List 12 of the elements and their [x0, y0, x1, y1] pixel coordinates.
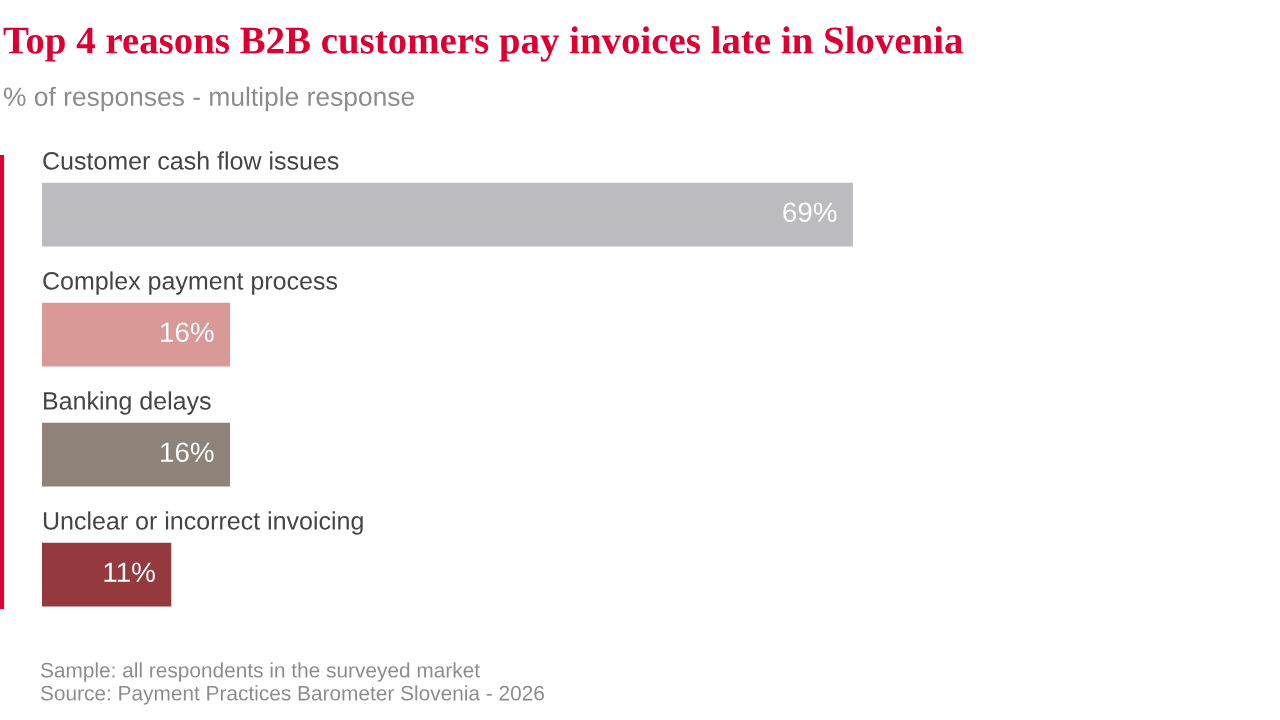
chart-title: Top 4 reasons B2B customers pay invoices late in Slovenia — [3, 26, 963, 62]
text: Sample: all respondents in the surveyed market — [40, 662, 480, 682]
y-tick-label: Unclear or incorrect invoicing — [43, 511, 363, 535]
data-label: 16% — [161, 322, 214, 343]
data-label: 69% — [783, 202, 837, 223]
y-tick-label: Complex payment process — [43, 271, 338, 295]
y-tick-label: Customer cash flow issues — [43, 151, 339, 170]
chart-subtitle: % of responses - multiple response — [3, 86, 414, 112]
data-label: 11% — [104, 562, 155, 582]
y-tick-label: Banking delays — [44, 391, 211, 415]
data-label: 16% — [161, 442, 214, 463]
source-note: Source: Payment Practices Barometer Slovenia - 2026 — [40, 685, 544, 705]
